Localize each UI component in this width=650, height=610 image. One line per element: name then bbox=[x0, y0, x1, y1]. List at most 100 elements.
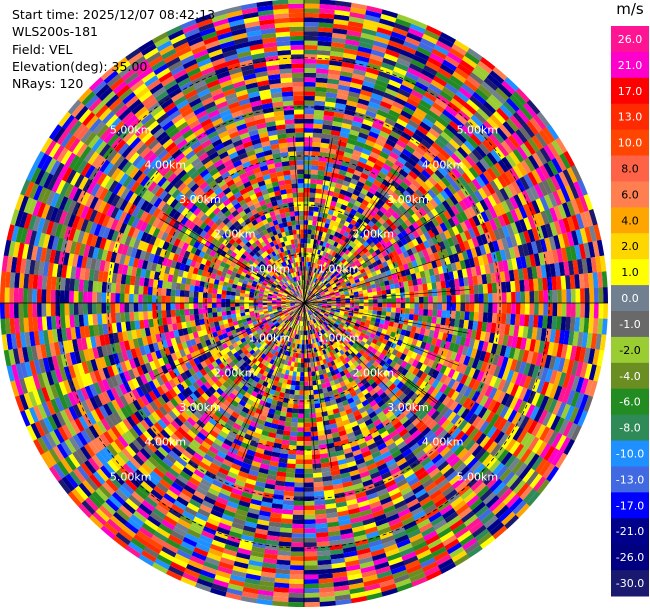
velocity-gate bbox=[461, 172, 472, 184]
velocity-gate bbox=[478, 293, 484, 304]
velocity-gate bbox=[336, 145, 346, 152]
velocity-gate bbox=[347, 95, 359, 103]
velocity-gate bbox=[386, 259, 393, 266]
velocity-gate bbox=[350, 262, 357, 268]
velocity-gate bbox=[334, 107, 346, 114]
velocity-gate bbox=[306, 353, 310, 359]
velocity-gate bbox=[475, 175, 486, 188]
velocity-gate bbox=[315, 193, 322, 199]
velocity-gate bbox=[451, 303, 457, 312]
velocity-gate bbox=[469, 294, 475, 304]
velocity-gate bbox=[347, 284, 353, 289]
velocity-gate bbox=[444, 173, 455, 185]
velocity-gate bbox=[355, 55, 370, 63]
velocity-gate bbox=[455, 294, 461, 304]
velocity-gate bbox=[546, 177, 557, 193]
velocity-gate bbox=[402, 263, 410, 271]
velocity-gate bbox=[310, 165, 319, 171]
velocity-gate bbox=[322, 286, 328, 291]
velocity-gate bbox=[381, 307, 387, 312]
velocity-gate bbox=[325, 275, 331, 281]
velocity-gate bbox=[505, 313, 511, 325]
velocity-gate bbox=[332, 23, 349, 31]
velocity-gate bbox=[294, 486, 304, 492]
velocity-gate bbox=[344, 249, 351, 256]
velocity-gate bbox=[336, 274, 342, 279]
velocity-gate bbox=[338, 193, 346, 200]
velocity-gate bbox=[483, 120, 496, 134]
velocity-gate bbox=[414, 50, 430, 61]
velocity-gate bbox=[317, 40, 332, 47]
velocity-gate bbox=[354, 185, 363, 193]
velocity-gate bbox=[405, 71, 420, 82]
velocity-gate bbox=[331, 125, 342, 132]
velocity-gate bbox=[303, 523, 316, 529]
velocity-gate bbox=[533, 290, 539, 304]
velocity-gate bbox=[366, 175, 376, 184]
velocity-gate bbox=[303, 358, 308, 363]
velocity-gate bbox=[482, 170, 494, 183]
velocity-gate bbox=[348, 162, 357, 170]
velocity-gate bbox=[356, 218, 364, 225]
velocity-gate bbox=[330, 281, 335, 286]
velocity-gate bbox=[373, 265, 380, 272]
velocity-gate bbox=[304, 137, 313, 143]
velocity-gate bbox=[427, 220, 436, 230]
velocity-gate bbox=[487, 293, 493, 304]
velocity-gate bbox=[309, 281, 313, 286]
velocity-gate bbox=[333, 241, 339, 248]
velocity-gate bbox=[348, 259, 355, 266]
velocity-gate bbox=[280, 518, 293, 524]
velocity-gate bbox=[320, 142, 330, 149]
velocity-gate bbox=[460, 106, 474, 119]
velocity-gate bbox=[395, 247, 403, 255]
velocity-gate bbox=[300, 358, 304, 363]
velocity-gate bbox=[338, 256, 345, 262]
velocity-gate bbox=[361, 262, 368, 269]
velocity-gate bbox=[312, 282, 316, 288]
velocity-gate bbox=[378, 70, 392, 80]
velocity-gate bbox=[497, 227, 506, 240]
velocity-gate bbox=[439, 148, 451, 160]
velocity-gate bbox=[356, 247, 363, 254]
velocity-gate bbox=[387, 252, 395, 260]
velocity-gate bbox=[363, 143, 374, 152]
velocity-gate bbox=[318, 288, 323, 293]
velocity-gate bbox=[388, 215, 397, 223]
velocity-gate bbox=[471, 236, 480, 248]
velocity-gate bbox=[358, 290, 364, 295]
velocity-gate bbox=[372, 88, 385, 97]
velocity-gate bbox=[439, 63, 455, 76]
velocity-gate bbox=[296, 371, 301, 377]
velocity-gate bbox=[523, 102, 537, 118]
velocity-gate bbox=[349, 158, 359, 166]
velocity-gate bbox=[318, 270, 323, 276]
velocity-gate bbox=[303, 592, 320, 598]
velocity-gate bbox=[488, 230, 497, 242]
velocity-gate bbox=[289, 389, 295, 395]
velocity-gate bbox=[332, 191, 340, 198]
velocity-gate bbox=[566, 303, 572, 318]
velocity-gate bbox=[377, 217, 386, 225]
velocity-gate bbox=[304, 49, 318, 55]
velocity-gate bbox=[529, 117, 543, 133]
velocity-gate bbox=[470, 133, 483, 146]
velocity-gate bbox=[344, 291, 350, 295]
velocity-gate bbox=[408, 314, 414, 321]
velocity-gate bbox=[281, 439, 290, 446]
velocity-gate bbox=[309, 399, 315, 405]
velocity-gate bbox=[396, 156, 407, 166]
velocity-gate bbox=[492, 303, 498, 314]
velocity-gate bbox=[379, 267, 386, 274]
velocity-gate bbox=[282, 504, 294, 510]
velocity-gate bbox=[325, 294, 331, 298]
velocity-gate bbox=[483, 303, 489, 313]
velocity-gate bbox=[359, 259, 366, 266]
velocity-gate bbox=[520, 160, 532, 175]
velocity-gate bbox=[570, 164, 582, 182]
velocity-gate bbox=[303, 454, 313, 460]
velocity-gate bbox=[510, 280, 516, 293]
velocity-gate bbox=[385, 311, 392, 317]
velocity-gate bbox=[319, 8, 335, 15]
velocity-gate bbox=[425, 276, 432, 284]
